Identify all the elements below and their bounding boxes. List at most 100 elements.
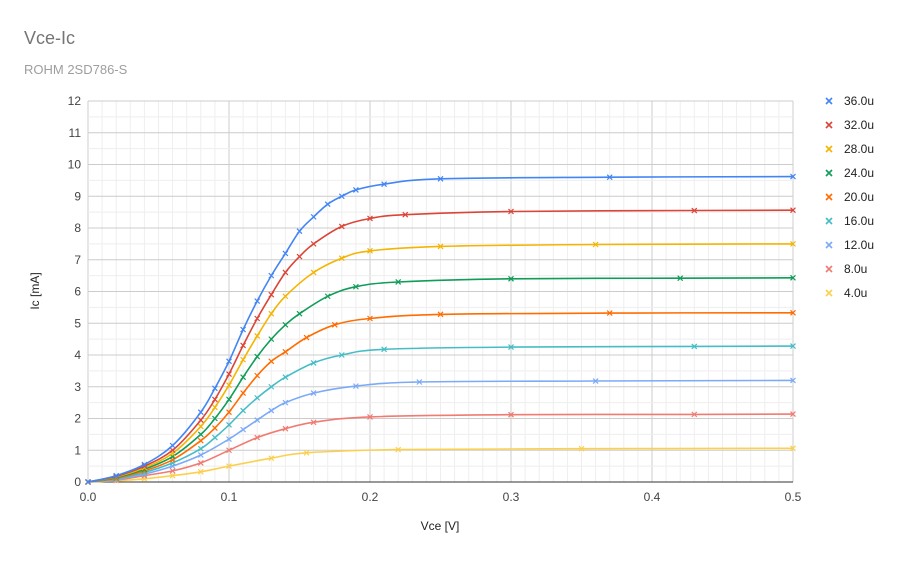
data-point-20.0u bbox=[367, 315, 373, 322]
y-axis-title: Ic [mA] bbox=[28, 272, 42, 309]
legend-label: 28.0u bbox=[844, 142, 874, 156]
data-point-12.0u bbox=[268, 407, 275, 414]
data-point-20.0u bbox=[331, 321, 338, 328]
data-point-24.0u bbox=[395, 279, 402, 285]
data-point-24.0u bbox=[211, 415, 218, 422]
data-point-28.0u bbox=[310, 269, 317, 276]
data-point-36.0u bbox=[197, 409, 204, 416]
data-point-28.0u bbox=[254, 333, 261, 339]
data-point-12.0u bbox=[240, 426, 247, 433]
data-point-32.0u bbox=[367, 215, 373, 222]
data-point-4.0u bbox=[578, 445, 585, 452]
data-point-8.0u bbox=[310, 419, 317, 426]
data-point-8.0u bbox=[508, 411, 514, 418]
data-point-36.0u bbox=[254, 298, 261, 304]
data-point-32.0u bbox=[402, 211, 409, 218]
data-point-36.0u bbox=[169, 442, 176, 449]
data-point-28.0u bbox=[197, 423, 204, 430]
data-point-16.0u bbox=[790, 343, 796, 350]
data-point-20.0u bbox=[268, 358, 275, 365]
data-point-16.0u bbox=[381, 346, 388, 353]
series-group bbox=[85, 173, 796, 485]
data-point-8.0u bbox=[226, 447, 232, 454]
legend-marker bbox=[825, 121, 833, 129]
data-point-16.0u bbox=[268, 383, 275, 390]
data-point-24.0u bbox=[296, 310, 303, 317]
legend-marker bbox=[825, 97, 833, 105]
data-point-16.0u bbox=[197, 445, 204, 452]
data-point-36.0u bbox=[437, 175, 444, 182]
data-point-36.0u bbox=[240, 326, 247, 333]
data-point-32.0u bbox=[790, 207, 796, 214]
y-tick-label: 12 bbox=[68, 94, 82, 108]
chart-title: Vce-Ic bbox=[24, 28, 76, 48]
data-point-36.0u bbox=[324, 201, 331, 208]
legend-label: 16.0u bbox=[844, 214, 874, 228]
legend-item: 20.0u bbox=[825, 190, 874, 204]
legend-marker bbox=[825, 169, 833, 177]
legend-label: 8.0u bbox=[844, 262, 867, 276]
data-point-28.0u bbox=[226, 382, 232, 389]
legend-marker bbox=[825, 145, 833, 153]
y-tick-label: 1 bbox=[74, 443, 81, 457]
grid bbox=[87, 100, 794, 483]
y-tick-label: 4 bbox=[74, 348, 81, 362]
data-point-36.0u bbox=[381, 181, 388, 188]
data-point-36.0u bbox=[226, 358, 232, 365]
y-tick-label: 3 bbox=[74, 380, 81, 394]
data-point-4.0u bbox=[395, 446, 402, 453]
data-point-4.0u bbox=[303, 449, 310, 456]
data-point-24.0u bbox=[282, 321, 289, 328]
data-point-24.0u bbox=[790, 274, 796, 281]
legend-label: 24.0u bbox=[844, 166, 874, 180]
x-tick-label: 0.1 bbox=[221, 490, 238, 504]
data-point-24.0u bbox=[226, 396, 232, 403]
data-point-36.0u bbox=[211, 385, 218, 392]
y-tick-label: 9 bbox=[74, 189, 81, 203]
x-tick-label: 0.0 bbox=[80, 490, 97, 504]
data-point-4.0u bbox=[790, 445, 796, 452]
legend-item: 32.0u bbox=[825, 118, 874, 132]
data-point-16.0u bbox=[211, 434, 218, 441]
data-point-36.0u bbox=[606, 174, 613, 181]
data-point-20.0u bbox=[254, 372, 261, 379]
x-tick-label: 0.2 bbox=[362, 490, 379, 504]
data-point-16.0u bbox=[282, 374, 289, 381]
data-point-28.0u bbox=[592, 241, 599, 248]
legend-marker bbox=[825, 217, 833, 225]
data-point-32.0u bbox=[240, 342, 247, 349]
data-point-28.0u bbox=[437, 243, 444, 250]
legend-label: 32.0u bbox=[844, 118, 874, 132]
y-tick-label: 6 bbox=[74, 285, 81, 299]
data-point-12.0u bbox=[197, 452, 204, 458]
legend-label: 12.0u bbox=[844, 238, 874, 252]
legend-item: 4.0u bbox=[825, 286, 867, 300]
data-point-32.0u bbox=[211, 396, 218, 403]
data-point-32.0u bbox=[282, 269, 289, 276]
data-point-32.0u bbox=[254, 315, 261, 322]
legend-item: 24.0u bbox=[825, 166, 874, 180]
legend-item: 8.0u bbox=[825, 262, 867, 276]
y-tick-label: 0 bbox=[74, 475, 81, 489]
data-point-24.0u bbox=[240, 374, 247, 381]
data-point-8.0u bbox=[790, 411, 796, 417]
data-point-20.0u bbox=[197, 437, 204, 444]
data-point-8.0u bbox=[169, 467, 176, 474]
y-tick-label: 5 bbox=[74, 316, 81, 330]
data-point-20.0u bbox=[606, 310, 613, 317]
legend-item: 28.0u bbox=[825, 142, 874, 156]
data-point-8.0u bbox=[197, 460, 204, 466]
legend-marker bbox=[825, 193, 833, 201]
data-point-4.0u bbox=[197, 468, 204, 475]
data-point-28.0u bbox=[790, 240, 796, 247]
data-point-28.0u bbox=[338, 255, 345, 262]
data-point-20.0u bbox=[437, 311, 444, 318]
data-point-36.0u bbox=[338, 193, 345, 200]
x-tick-labels: 0.0 0.1 0.2 0.3 0.4 0.5 bbox=[80, 490, 802, 504]
data-point-36.0u bbox=[790, 173, 796, 180]
data-point-28.0u bbox=[240, 356, 247, 363]
data-point-36.0u bbox=[113, 472, 120, 479]
legend-label: 4.0u bbox=[844, 286, 867, 300]
data-point-24.0u bbox=[268, 336, 275, 343]
data-point-24.0u bbox=[324, 293, 331, 300]
